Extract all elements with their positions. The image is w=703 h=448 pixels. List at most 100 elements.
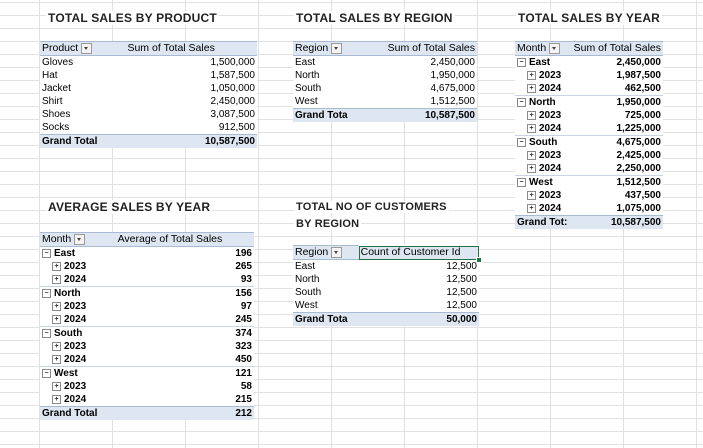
- pivot-row-label-cell[interactable]: +2023: [40, 260, 116, 273]
- region-pivot-table[interactable]: Region Sum of Total Sales East 2,450,000 Nor…: [293, 41, 477, 122]
- pivot-row-label-cell[interactable]: − North: [40, 287, 116, 301]
- product-pivot-table[interactable]: Product Sum of Total Sales Gloves 1,500,000…: [40, 41, 257, 148]
- grand-total-label[interactable]: Grand Total: [40, 406, 116, 420]
- expand-plus-icon[interactable]: +: [527, 83, 536, 93]
- pivot-row[interactable]: +2023 1,987,500: [515, 69, 663, 82]
- filter-dropdown-icon[interactable]: [74, 233, 86, 245]
- collapse-minus-icon[interactable]: −: [42, 368, 51, 378]
- pivot-row-value[interactable]: 725,000: [624, 110, 661, 121]
- grand-total-label[interactable]: Grand Total: [40, 134, 126, 148]
- pivot-row[interactable]: +2024 1,075,000: [515, 202, 663, 216]
- pivot-row-label-cell[interactable]: North: [293, 69, 363, 82]
- expand-plus-icon[interactable]: +: [52, 341, 61, 351]
- pivot-row-value[interactable]: 12,500: [446, 300, 477, 311]
- pivot-row-value[interactable]: 4,675,000: [616, 137, 662, 148]
- value-field-header[interactable]: Count of Customer Id: [358, 245, 483, 263]
- pivot-row[interactable]: North 1,950,000: [293, 69, 477, 82]
- pivot-row-label-cell[interactable]: +2024: [40, 353, 116, 367]
- pivot-row-value[interactable]: 2,250,000: [616, 163, 662, 174]
- pivot-row[interactable]: +2024 215: [40, 393, 254, 407]
- pivot-row[interactable]: Shirt 2,450,000: [40, 95, 257, 108]
- pivot-row-label-cell[interactable]: +2024: [515, 202, 570, 216]
- pivot-row[interactable]: +2023 58: [40, 380, 254, 393]
- pivot-row-label-cell[interactable]: East: [293, 260, 359, 274]
- expand-plus-icon[interactable]: +: [52, 354, 61, 364]
- customers-pivot-table[interactable]: Region Count of Customer Id East 12,500 Nort…: [293, 245, 483, 326]
- collapse-minus-icon[interactable]: −: [42, 328, 51, 338]
- expand-plus-icon[interactable]: +: [527, 70, 536, 80]
- grand-total-value[interactable]: 212: [115, 406, 254, 420]
- pivot-row-label-cell[interactable]: − East: [40, 247, 116, 261]
- collapse-minus-icon[interactable]: −: [517, 137, 526, 147]
- pivot-row[interactable]: − East 2,450,000: [515, 55, 663, 70]
- pivot-row-value[interactable]: 374: [235, 328, 252, 339]
- pivot-row-value[interactable]: 2,450,000: [430, 57, 476, 68]
- pivot-row-value[interactable]: 215: [235, 394, 252, 405]
- row-field-header[interactable]: Region: [293, 41, 364, 56]
- pivot-row-label-cell[interactable]: West: [293, 299, 359, 313]
- pivot-row-label-cell[interactable]: +2024: [40, 393, 116, 407]
- pivot-row-label-cell[interactable]: +2023: [40, 340, 116, 353]
- value-field-header[interactable]: Sum of Total Sales: [570, 41, 663, 56]
- grand-total-value[interactable]: 10,587,500: [125, 134, 257, 148]
- collapse-minus-icon[interactable]: −: [517, 177, 526, 187]
- pivot-row-value[interactable]: 4,675,000: [430, 83, 476, 94]
- pivot-row-value[interactable]: 245: [235, 314, 252, 325]
- pivot-row[interactable]: Jacket 1,050,000: [40, 82, 257, 95]
- pivot-row[interactable]: +2024 93: [40, 273, 254, 287]
- expand-plus-icon[interactable]: +: [52, 394, 61, 404]
- pivot-row-label-cell[interactable]: Shirt: [40, 95, 125, 108]
- pivot-row[interactable]: Hat 1,587,500: [40, 69, 257, 82]
- pivot-row[interactable]: +2024 1,225,000: [515, 122, 663, 136]
- row-field-header[interactable]: Region: [293, 245, 359, 260]
- pivot-row-label-cell[interactable]: − South: [40, 327, 116, 341]
- pivot-row[interactable]: +2023 97: [40, 300, 254, 313]
- collapse-minus-icon[interactable]: −: [42, 248, 51, 258]
- year-pivot-table[interactable]: Month Sum of Total Sales − East 2,450,000 +20…: [515, 41, 663, 229]
- pivot-row-value[interactable]: 3,087,500: [210, 109, 256, 120]
- pivot-row-value[interactable]: 97: [240, 301, 252, 312]
- pivot-row[interactable]: − South 4,675,000: [515, 135, 663, 150]
- pivot-row-value[interactable]: 1,500,000: [210, 57, 256, 68]
- pivot-row[interactable]: Socks 912,500: [40, 121, 257, 135]
- pivot-row-label-cell[interactable]: +2023: [515, 69, 570, 82]
- pivot-row-label-cell[interactable]: South: [293, 82, 363, 95]
- expand-plus-icon[interactable]: +: [52, 314, 61, 324]
- expand-plus-icon[interactable]: +: [527, 110, 536, 120]
- pivot-row-value[interactable]: 12,500: [446, 260, 477, 272]
- grand-total-label[interactable]: Grand Tota: [293, 312, 359, 326]
- filter-dropdown-icon[interactable]: [331, 42, 343, 54]
- pivot-row-value[interactable]: 462,500: [624, 83, 661, 94]
- pivot-row[interactable]: − South 374: [40, 326, 254, 341]
- pivot-row[interactable]: − North 1,950,000: [515, 95, 663, 110]
- pivot-row-value[interactable]: 1,512,500: [430, 96, 476, 107]
- pivot-row-value[interactable]: 196: [235, 248, 252, 259]
- expand-plus-icon[interactable]: +: [527, 163, 536, 173]
- row-field-header[interactable]: Month: [515, 41, 571, 56]
- filter-dropdown-icon[interactable]: [331, 246, 343, 258]
- pivot-row[interactable]: +2024 2,250,000: [515, 162, 663, 176]
- pivot-row-label-cell[interactable]: − North: [515, 96, 570, 110]
- pivot-row-label-cell[interactable]: − East: [515, 56, 570, 70]
- pivot-row[interactable]: North 12,500: [293, 273, 479, 286]
- filter-dropdown-icon[interactable]: [81, 42, 93, 54]
- collapse-minus-icon[interactable]: −: [517, 57, 526, 67]
- pivot-row-label-cell[interactable]: +2024: [515, 162, 570, 176]
- row-field-header[interactable]: Product: [40, 41, 126, 56]
- pivot-row-label-cell[interactable]: +2023: [515, 149, 570, 162]
- expand-plus-icon[interactable]: +: [52, 301, 61, 311]
- pivot-row-value[interactable]: 121: [235, 368, 252, 379]
- collapse-minus-icon[interactable]: −: [517, 97, 526, 107]
- pivot-row-value[interactable]: 1,512,500: [616, 177, 662, 188]
- pivot-row-label-cell[interactable]: +2023: [515, 109, 570, 122]
- value-field-header[interactable]: Sum of Total Sales: [363, 41, 477, 56]
- value-field-header[interactable]: Sum of Total Sales: [125, 41, 257, 56]
- pivot-row-value[interactable]: 450: [235, 354, 252, 365]
- pivot-row-value[interactable]: 2,450,000: [210, 96, 256, 107]
- pivot-row-value[interactable]: 1,050,000: [210, 83, 256, 94]
- pivot-row[interactable]: +2023 725,000: [515, 109, 663, 122]
- grand-total-label[interactable]: Grand Tota: [293, 108, 364, 122]
- pivot-row[interactable]: East 12,500: [293, 260, 479, 274]
- pivot-row[interactable]: +2023 437,500: [515, 189, 663, 202]
- pivot-row-value[interactable]: 1,950,000: [430, 70, 476, 81]
